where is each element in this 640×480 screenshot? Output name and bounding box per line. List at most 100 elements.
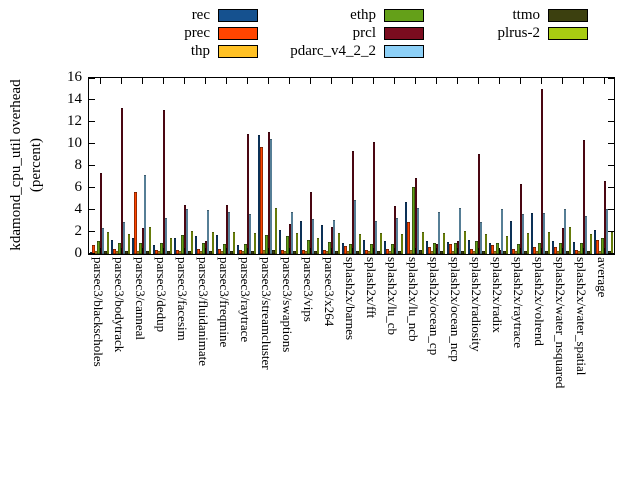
- bar-plrus-2: [169, 237, 173, 254]
- x-tick-label: parsec3/canneal: [132, 257, 148, 341]
- x-tick-mark: [204, 78, 206, 84]
- bar-ethp: [559, 243, 562, 254]
- legend-swatch: [218, 44, 258, 58]
- y-tick-label: 0: [74, 245, 83, 261]
- bar-thp: [115, 250, 119, 254]
- bar-plrus-2: [358, 234, 362, 254]
- y-tick-mark: [608, 253, 614, 254]
- bar-thp: [178, 250, 182, 254]
- x-tick-label: splash2x/lu_ncb: [405, 257, 421, 342]
- bar-group: [341, 78, 362, 254]
- bar-thp: [493, 250, 497, 254]
- x-tick-label: splash2x/volrend: [531, 257, 547, 346]
- bar-pdarc_v4_2_2: [521, 214, 525, 254]
- x-tick-mark: [561, 78, 563, 84]
- bar-group: [362, 78, 383, 254]
- x-tick-mark: [288, 78, 290, 84]
- bar-prcl: [351, 150, 354, 254]
- bar-rec: [530, 213, 534, 254]
- bar-plrus-2: [526, 233, 530, 254]
- bar-ttmo: [419, 249, 422, 254]
- legend-column-3: ttmo plrus-2: [448, 6, 588, 42]
- bar-prec: [512, 248, 515, 254]
- legend-entry-pdarc_v4_2_2: pdarc_v4_2_2: [284, 42, 424, 60]
- bar-group: [572, 78, 593, 254]
- y-tick-mark: [608, 231, 614, 232]
- bar-rec: [257, 135, 261, 254]
- bar-prcl: [288, 224, 291, 254]
- x-tick-mark: [477, 78, 479, 84]
- bar-thp: [409, 249, 413, 254]
- bar-rec: [236, 245, 240, 254]
- bar-group: [446, 78, 467, 254]
- bar-rec: [173, 237, 177, 254]
- bar-thp: [577, 250, 581, 254]
- x-tick-label: parsec3/freqmine: [216, 257, 232, 348]
- y-tick-mark: [608, 165, 614, 166]
- bar-rec: [425, 240, 429, 254]
- bar-pdarc_v4_2_2: [290, 212, 294, 254]
- bar-prcl: [540, 89, 543, 254]
- bar-rec: [341, 243, 345, 254]
- x-tick-mark: [603, 78, 605, 84]
- bar-prcl: [309, 192, 312, 254]
- bar-prcl: [603, 181, 606, 254]
- bar-thp: [556, 250, 560, 254]
- bar-ttmo: [146, 250, 149, 254]
- bar-plrus-2: [274, 207, 278, 254]
- bar-thp: [514, 250, 518, 254]
- bar-prec: [491, 245, 494, 254]
- bar-prec: [575, 249, 578, 254]
- plot-area: [88, 77, 615, 255]
- x-tick-mark: [477, 248, 479, 254]
- bar-pdarc_v4_2_2: [500, 208, 504, 254]
- bar-rec: [446, 241, 450, 254]
- legend-swatch: [218, 26, 258, 40]
- bar-prcl: [183, 204, 186, 254]
- y-tick-mark: [89, 121, 95, 122]
- x-tick-mark: [225, 248, 227, 254]
- bar-pdarc_v4_2_2: [437, 212, 441, 254]
- x-tick-label: parsec3/blackscholes: [90, 257, 106, 367]
- bar-ttmo: [545, 250, 548, 254]
- bar-ethp: [454, 243, 457, 254]
- bar-prec: [323, 249, 326, 254]
- bar-group: [299, 78, 320, 254]
- x-tick-label: parsec3/raytrace: [237, 257, 253, 343]
- bar-prcl: [246, 134, 249, 254]
- y-tick-mark: [89, 78, 95, 79]
- bar-group: [257, 78, 278, 254]
- bar-ttmo: [104, 250, 107, 254]
- bar-prec: [176, 249, 179, 254]
- bar-prec: [239, 249, 242, 254]
- bar-pdarc_v4_2_2: [143, 174, 147, 254]
- bar-ttmo: [356, 250, 359, 254]
- legend-entry-ttmo: ttmo: [448, 6, 588, 24]
- legend-label: prec: [184, 25, 210, 41]
- bar-pdarc_v4_2_2: [311, 218, 315, 254]
- x-tick-mark: [540, 78, 542, 84]
- y-tick-mark: [608, 187, 614, 188]
- bar-rec: [194, 236, 198, 254]
- bar-ethp: [370, 244, 373, 254]
- bar-prec: [596, 239, 599, 254]
- bar-plrus-2: [337, 233, 341, 254]
- bar-pdarc_v4_2_2: [164, 217, 168, 254]
- bar-group: [530, 78, 551, 254]
- bar-rec: [110, 239, 114, 254]
- bar-pdarc_v4_2_2: [353, 200, 357, 254]
- bar-prcl: [582, 139, 585, 254]
- bar-ethp: [97, 240, 100, 254]
- x-tick-label: parsec3/swaptions: [279, 257, 295, 353]
- bar-pdarc_v4_2_2: [101, 227, 105, 254]
- legend-label: prcl: [352, 25, 376, 41]
- bar-thp: [262, 249, 266, 254]
- bar-group: [215, 78, 236, 254]
- legend-label: rec: [191, 7, 210, 23]
- bar-thp: [283, 250, 287, 254]
- bar-pdarc_v4_2_2: [185, 208, 189, 254]
- bar-prcl: [435, 244, 438, 254]
- bar-group: [383, 78, 404, 254]
- x-tick-mark: [498, 78, 500, 84]
- bar-rec: [131, 237, 135, 254]
